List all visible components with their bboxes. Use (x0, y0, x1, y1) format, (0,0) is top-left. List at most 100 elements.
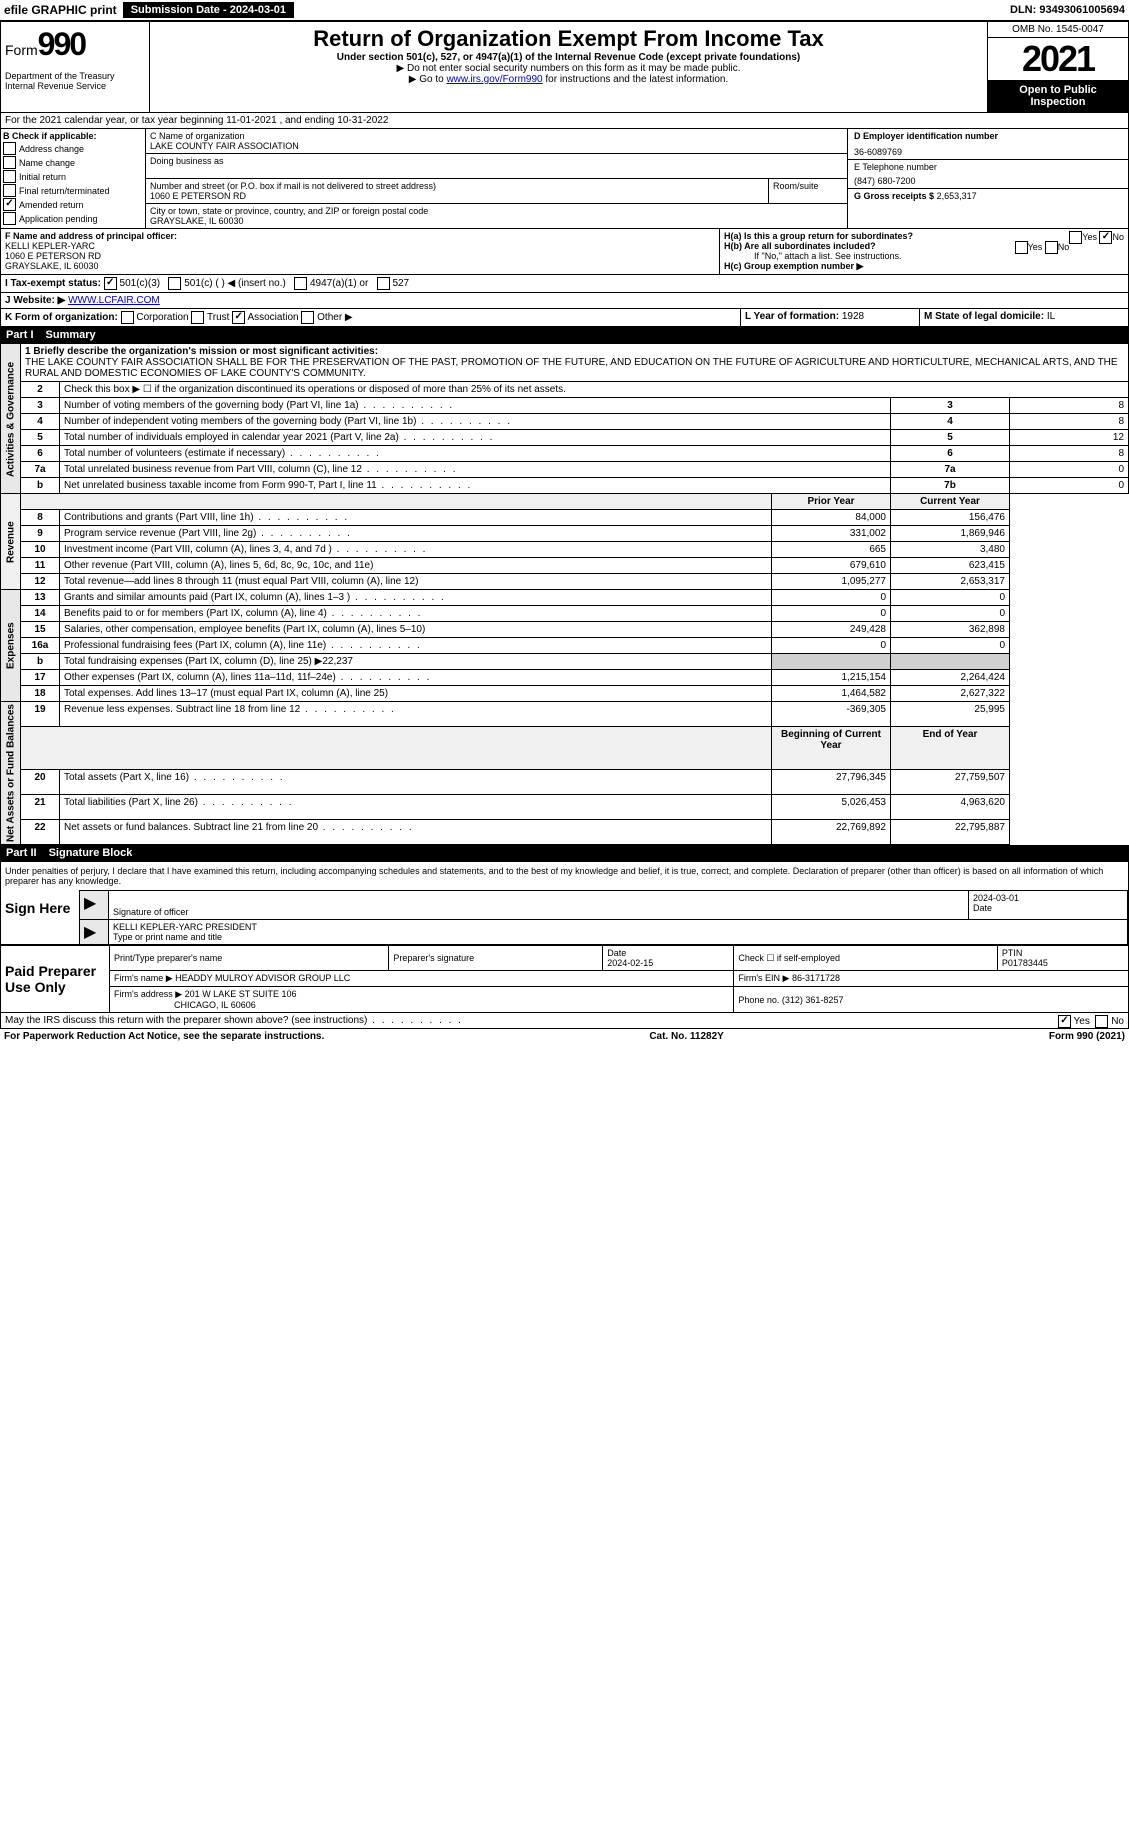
col-right: D Employer identification number 36-6089… (847, 129, 1128, 228)
tax-year: 2021 (988, 38, 1128, 80)
discuss-yes[interactable] (1058, 1015, 1071, 1028)
v5: 12 (1010, 430, 1129, 446)
type-name-label: Type or print name and title (113, 932, 222, 942)
ha-no[interactable] (1099, 231, 1112, 244)
hdr-boy: Beginning of Current Year (772, 727, 891, 769)
hb-no[interactable] (1045, 241, 1058, 254)
line22: Net assets or fund balances. Subtract li… (60, 819, 772, 844)
c10: 3,480 (891, 542, 1010, 558)
form-header: Form990 Department of the Treasury Inter… (0, 21, 1129, 113)
dept-label: Department of the Treasury Internal Reve… (5, 63, 145, 91)
p16a: 0 (772, 638, 891, 654)
c17: 2,264,424 (891, 670, 1010, 686)
line8: Contributions and grants (Part VIII, lin… (60, 510, 772, 526)
officer-printed: KELLI KEPLER-YARC PRESIDENT (113, 922, 1123, 932)
mission-label: 1 Briefly describe the organization's mi… (25, 346, 1124, 357)
omb-number: OMB No. 1545-0047 (988, 22, 1128, 38)
lbl-assoc: Association (247, 312, 298, 323)
n10: 10 (21, 542, 60, 558)
note-link: ▶ Go to www.irs.gov/Form990 for instruct… (154, 74, 983, 85)
chk-501c[interactable] (168, 277, 181, 290)
b6: 6 (891, 446, 1010, 462)
line11: Other revenue (Part VIII, column (A), li… (60, 558, 772, 574)
summary-table: Activities & Governance 1 Briefly descri… (0, 343, 1129, 845)
prep-self: Check ☐ if self-employed (734, 946, 997, 971)
ptin-label: PTIN (1002, 948, 1023, 958)
note2-post: for instructions and the latest informat… (543, 74, 729, 85)
chk-name[interactable] (3, 156, 16, 169)
prep-phone-label: Phone no. (738, 995, 779, 1005)
chk-4947[interactable] (294, 277, 307, 290)
v7a: 0 (1010, 462, 1129, 478)
chk-527[interactable] (377, 277, 390, 290)
c14: 0 (891, 606, 1010, 622)
chk-corp[interactable] (121, 311, 134, 324)
vlabel-net: Net Assets or Fund Balances (1, 702, 21, 845)
mission-text: THE LAKE COUNTY FAIR ASSOCIATION SHALL B… (25, 357, 1124, 379)
city-val: GRAYSLAKE, IL 60030 (150, 216, 843, 226)
chk-amended[interactable] (3, 198, 16, 211)
gross-val: 2,653,317 (937, 191, 977, 201)
officer-city: GRAYSLAKE, IL 60030 (5, 261, 715, 271)
v6: 8 (1010, 446, 1129, 462)
c15: 362,898 (891, 622, 1010, 638)
n13: 13 (21, 590, 60, 606)
n20: 20 (21, 769, 60, 794)
form-990-num: 990 (38, 26, 85, 62)
vlabel-rev: Revenue (1, 494, 21, 590)
ein-val: 36-6089769 (854, 141, 1122, 157)
chk-address[interactable] (3, 142, 16, 155)
n8: 8 (21, 510, 60, 526)
p14: 0 (772, 606, 891, 622)
website-link[interactable]: WWW.LCFAIR.COM (68, 295, 160, 306)
dba-label: Doing business as (150, 156, 843, 166)
p11: 679,610 (772, 558, 891, 574)
n4: 4 (21, 414, 60, 430)
officer-name: KELLI KEPLER-YARC (5, 241, 715, 251)
part1-title: Summary (46, 329, 96, 341)
footer: For Paperwork Reduction Act Notice, see … (0, 1029, 1129, 1044)
submission-date-btn[interactable]: Submission Date - 2024-03-01 (123, 2, 294, 18)
hdr-prior: Prior Year (772, 494, 891, 510)
line7b: Net unrelated business taxable income fr… (60, 478, 891, 494)
sig-officer-label: Signature of officer (113, 907, 188, 917)
ha-no-lbl: No (1112, 232, 1124, 242)
line10: Investment income (Part VIII, column (A)… (60, 542, 772, 558)
room-label: Room/suite (769, 179, 847, 204)
ha-yes[interactable] (1069, 231, 1082, 244)
line15: Salaries, other compensation, employee b… (60, 622, 772, 638)
p20: 27,796,345 (772, 769, 891, 794)
date-label: Date (973, 903, 992, 913)
hb-yes[interactable] (1015, 241, 1028, 254)
chk-trust[interactable] (191, 311, 204, 324)
cat-no: Cat. No. 11282Y (649, 1031, 723, 1042)
discuss-no[interactable] (1095, 1015, 1108, 1028)
chk-assoc[interactable] (232, 311, 245, 324)
vlabel-exp: Expenses (1, 590, 21, 702)
part1-num: Part I (6, 329, 34, 341)
penalty-text: Under penalties of perjury, I declare th… (1, 862, 1128, 890)
form-subtitle: Under section 501(c), 527, or 4947(a)(1)… (154, 52, 983, 63)
row-klm: K Form of organization: Corporation Trus… (0, 309, 1129, 327)
year-form-val: 1928 (842, 311, 864, 322)
c19: 25,995 (891, 702, 1010, 727)
chk-initial[interactable] (3, 170, 16, 183)
p22: 22,769,892 (772, 819, 891, 844)
irs-link[interactable]: www.irs.gov/Form990 (446, 74, 542, 85)
chk-final[interactable] (3, 184, 16, 197)
chk-other[interactable] (301, 311, 314, 324)
n16a: 16a (21, 638, 60, 654)
street-label: Number and street (or P.O. box if mail i… (150, 181, 764, 191)
lbl-corp: Corporation (136, 312, 188, 323)
n3: 3 (21, 398, 60, 414)
n6: 6 (21, 446, 60, 462)
lbl-final: Final return/terminated (19, 186, 110, 196)
n11: 11 (21, 558, 60, 574)
n21: 21 (21, 794, 60, 819)
chk-app[interactable] (3, 212, 16, 225)
lbl-initial: Initial return (19, 172, 66, 182)
n18: 18 (21, 686, 60, 702)
firm-name: HEADDY MULROY ADVISOR GROUP LLC (175, 973, 350, 983)
line7a: Total unrelated business revenue from Pa… (60, 462, 891, 478)
chk-501c3[interactable] (104, 277, 117, 290)
